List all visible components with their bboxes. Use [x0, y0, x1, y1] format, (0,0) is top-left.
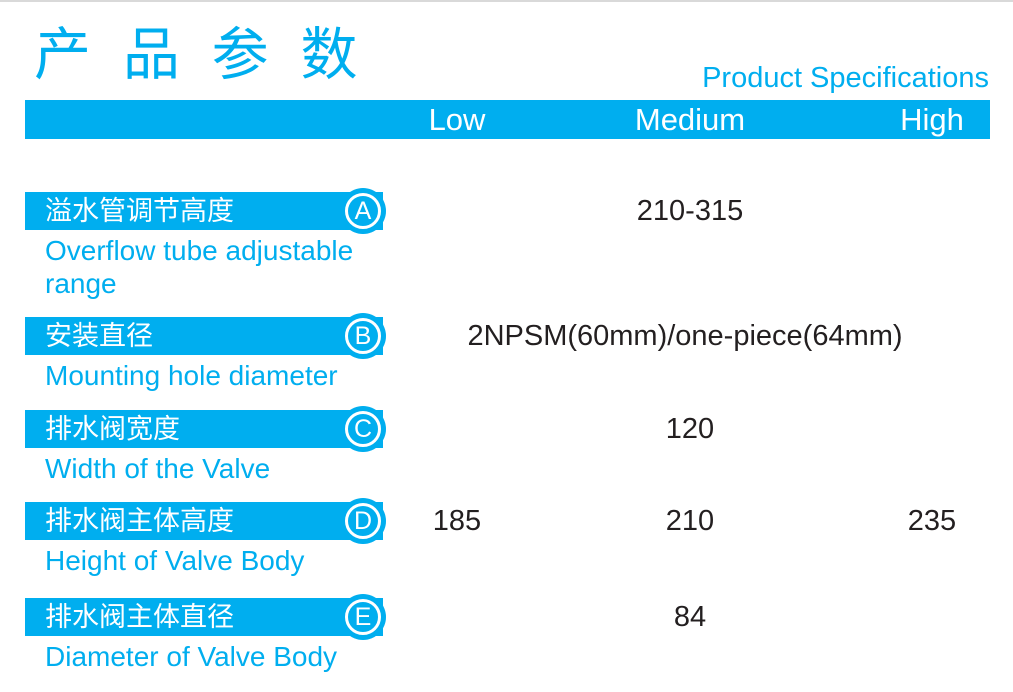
row-label-bar: 排水阀主体高度 D — [25, 498, 386, 544]
cell-value-medium: 120 — [665, 413, 715, 445]
column-header-medium: Medium — [634, 102, 746, 137]
row-label-bar: 安装直径 B — [25, 313, 386, 359]
badge-letter: C — [345, 411, 381, 447]
row-label-english: Diameter of Valve Body — [45, 641, 338, 672]
column-header-low: Low — [428, 102, 486, 137]
column-header-bar: Low Medium High — [25, 100, 990, 139]
badge-letter: B — [345, 318, 381, 354]
cell-value-low: 185 — [432, 505, 482, 537]
cell-value-high: 235 — [907, 505, 957, 537]
row-label-chinese: 安装直径 — [45, 321, 153, 351]
row-label-english: Overflow tube adjustable range — [45, 235, 354, 299]
cell-value-medium: 84 — [673, 601, 707, 633]
page-title-english: Product Specifications — [702, 62, 989, 94]
badge-e-icon: E — [340, 594, 386, 640]
row-label-english: Height of Valve Body — [45, 545, 305, 576]
badge-b-icon: B — [340, 313, 386, 359]
cell-value-medium: 210-315 — [636, 195, 744, 227]
page-title-chinese: 产 品 参 数 — [34, 23, 366, 87]
row-label-english: Mounting hole diameter — [45, 360, 338, 391]
row-label-english: Width of the Valve — [45, 453, 271, 484]
row-label-bar: 排水阀主体直径 E — [25, 594, 386, 640]
badge-letter: D — [345, 503, 381, 539]
column-header-high: High — [900, 102, 964, 137]
row-label-chinese: 排水阀主体直径 — [45, 602, 234, 632]
badge-letter: A — [345, 193, 381, 229]
cell-value-medium: 210 — [665, 505, 715, 537]
badge-c-icon: C — [340, 406, 386, 452]
badge-letter: E — [345, 599, 381, 635]
cell-value-merged: 2NPSM(60mm)/one-piece(64mm) — [467, 320, 903, 352]
row-label-bar: 排水阀宽度 C — [25, 406, 386, 452]
row-label-bar: 溢水管调节高度 A — [25, 188, 386, 234]
badge-d-icon: D — [340, 498, 386, 544]
row-label-chinese: 溢水管调节高度 — [45, 196, 234, 226]
badge-a-icon: A — [340, 188, 386, 234]
row-label-chinese: 排水阀主体高度 — [45, 506, 234, 536]
row-label-chinese: 排水阀宽度 — [45, 414, 180, 444]
